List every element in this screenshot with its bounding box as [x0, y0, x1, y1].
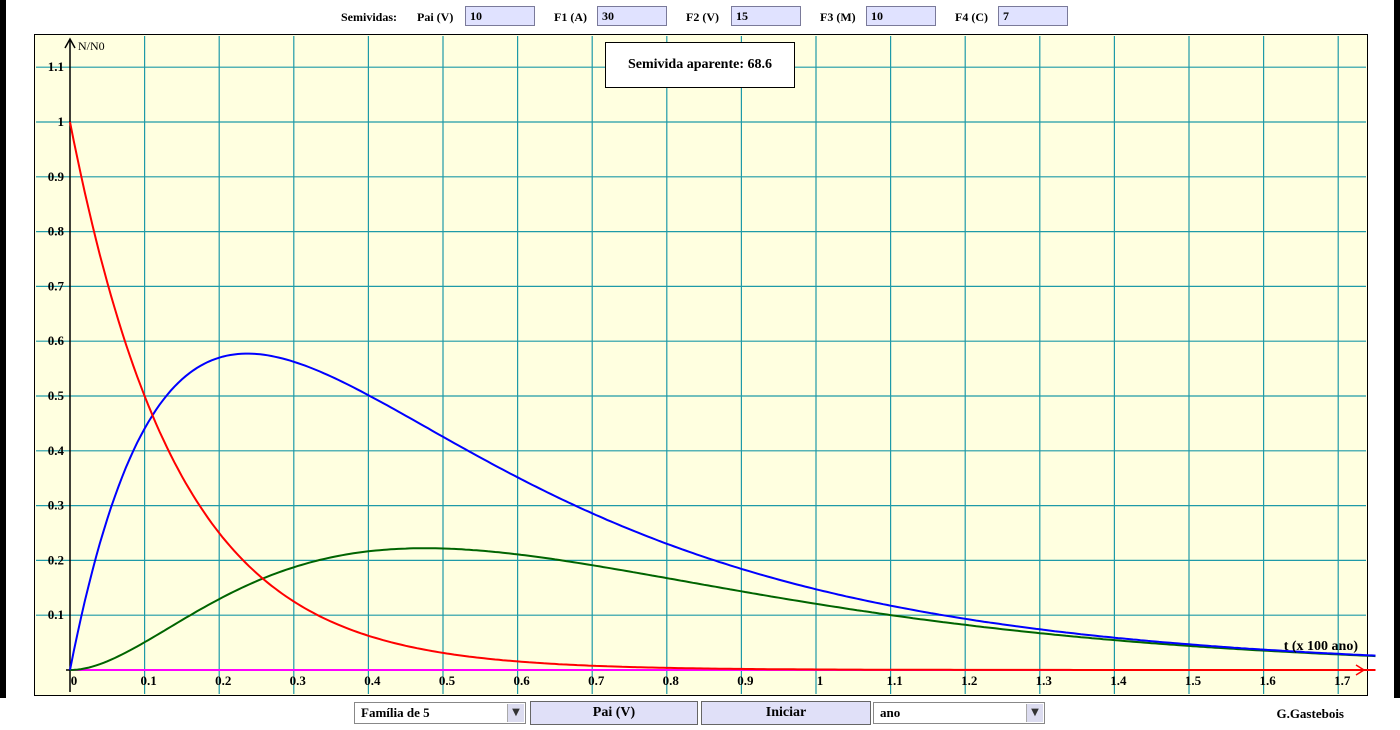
semividas-label: Semividas: [341, 10, 398, 24]
y-tick-label: 0.2 [48, 552, 64, 567]
family-select[interactable]: Família de 5 ▼ [354, 702, 526, 724]
y-tick-label: 0.8 [48, 224, 65, 239]
y-tick-label: 1.1 [48, 59, 64, 74]
f2-half-life-input[interactable]: 15 [731, 6, 801, 26]
x-tick-label: 1.3 [1036, 673, 1053, 688]
f3-label: F3 (M) [820, 10, 856, 24]
y-tick-label: 0.7 [48, 278, 65, 293]
x-axis-arrow [1355, 664, 1366, 676]
x-tick-label: 0.5 [439, 673, 456, 688]
series-line-pai-v- [69, 121, 1376, 671]
chevron-down-icon[interactable]: ▼ [1026, 704, 1043, 722]
bottom-controls: Família de 5 ▼ Pai (V) Iniciar ano ▼ G.G… [0, 698, 1400, 730]
f3-half-life-input[interactable]: 10 [866, 6, 936, 26]
y-tick-label: 0.9 [48, 169, 65, 184]
x-tick-label: 0.2 [215, 673, 231, 688]
unit-select-value: ano [880, 705, 901, 720]
chevron-down-icon[interactable]: ▼ [507, 704, 524, 722]
x-tick-label: 0.8 [663, 673, 680, 688]
x-tick-label: 1.6 [1259, 673, 1276, 688]
x-tick-label: 1.7 [1334, 673, 1351, 688]
f2-label: F2 (V) [686, 10, 719, 24]
series-line-f2-v- [69, 547, 1376, 671]
x-axis-label: t (x 100 ano) [1284, 639, 1359, 654]
pai-half-life-input[interactable]: 10 [465, 6, 535, 26]
x-tick-label: 0.9 [737, 673, 754, 688]
f4-half-life-input[interactable]: 7 [998, 6, 1068, 26]
x-tick-label: 0.4 [364, 673, 381, 688]
x-tick-label: 0 [71, 673, 78, 688]
y-tick-label: 0.6 [48, 333, 65, 348]
author-credit: G.Gastebois [1276, 706, 1344, 721]
x-tick-label: 0.3 [290, 673, 307, 688]
start-button[interactable]: Iniciar [701, 701, 871, 725]
apparent-half-life-box: Semivida aparente: 68.6 [605, 42, 795, 88]
y-axis-arrow [64, 37, 76, 49]
y-tick-label: 0.3 [48, 498, 65, 513]
f1-label: F1 (A) [554, 10, 587, 24]
unit-select[interactable]: ano ▼ [873, 702, 1045, 724]
y-tick-label: 1 [58, 114, 65, 129]
left-border [0, 0, 6, 730]
x-tick-label: 1 [817, 673, 824, 688]
series-line-f1-a- [69, 352, 1376, 671]
half-life-toolbar: Semividas: Pai (V) 10 F1 (A) 30 F2 (V) 1… [0, 0, 1400, 34]
y-tick-label: 0.1 [48, 607, 64, 622]
x-tick-label: 1.5 [1185, 673, 1202, 688]
f1-half-life-input[interactable]: 30 [597, 6, 667, 26]
plot-area [34, 34, 1368, 696]
x-tick-label: 0.6 [513, 673, 530, 688]
x-tick-label: 0.1 [140, 673, 156, 688]
right-border [1394, 0, 1400, 730]
x-tick-label: 1.1 [886, 673, 902, 688]
x-tick-label: 1.4 [1110, 673, 1127, 688]
pai-button[interactable]: Pai (V) [530, 701, 698, 725]
family-select-value: Família de 5 [361, 705, 430, 720]
x-tick-label: 0.7 [588, 673, 605, 688]
x-tick-label: 1.2 [961, 673, 977, 688]
y-tick-label: 0.4 [48, 443, 65, 458]
f4-label: F4 (C) [955, 10, 988, 24]
y-axis-label: N/N0 [78, 39, 105, 53]
y-tick-label: 0.5 [48, 388, 65, 403]
pai-label: Pai (V) [417, 10, 454, 24]
